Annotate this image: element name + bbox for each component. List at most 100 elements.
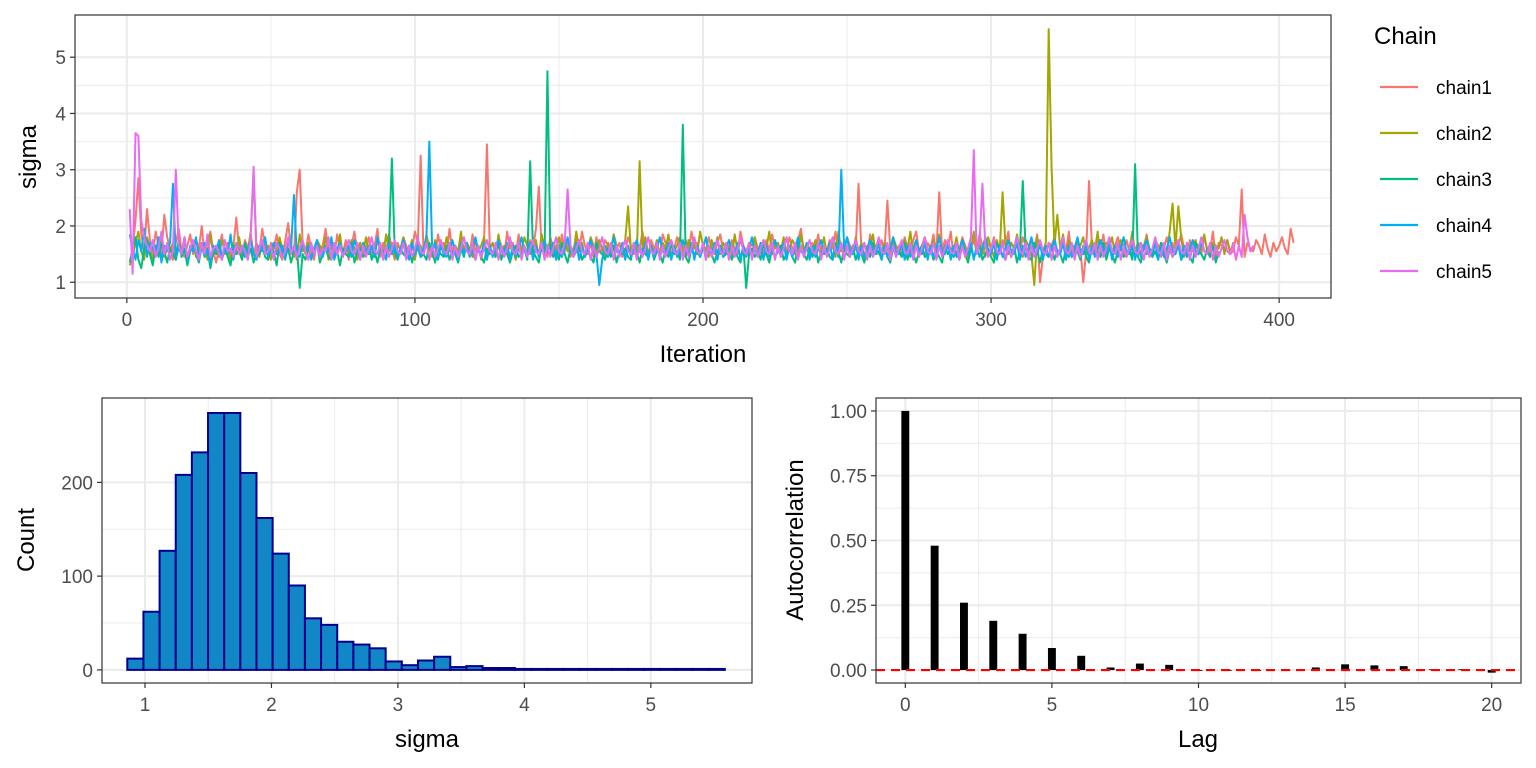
histogram-bar [287,584,306,671]
autocorrelation-y-ticks: 0.00 0.25 0.50 0.75 1.00 [830,402,876,682]
trace-y-ticks: 1 2 3 4 5 [55,48,75,294]
autocorrelation-bar [1106,667,1115,671]
y-tick-label: 1.00 [830,402,867,423]
histogram-bar [320,623,339,671]
histogram-bar [336,640,355,671]
x-tick-label: 5 [646,695,657,716]
histogram-bar [610,667,629,671]
x-tick-label: 2 [266,695,277,716]
trace-x-axis-title: Iteration [660,341,747,368]
x-tick-label: 20 [1481,695,1502,716]
histogram-panel: 1 2 3 4 5 0 100 200 sigma Count [13,397,753,753]
y-tick-label: 0.50 [830,532,867,553]
legend-item-chain5: chain5 [1380,262,1492,283]
autocorrelation-panel: 0 5 10 15 20 0.00 0.25 0.50 0.75 1.00 Lag Autoco… [782,397,1522,753]
chain-legend: Chain chain1 chain2 chain3 chain4 chain5 [1374,23,1492,283]
histogram-bar [513,667,533,671]
histogram-bar [303,617,323,671]
trace-line-chain5 [128,132,1255,275]
autocorrelation-x-axis-title: Lag [1178,726,1218,753]
autocorrelation-bar [1165,664,1174,671]
autocorrelation-x-ticks: 0 5 10 15 20 [900,683,1502,716]
histogram-bar [659,667,678,671]
histogram-bar [271,552,290,671]
histogram-bar [691,667,710,671]
x-tick-label: 3 [393,695,404,716]
autocorrelation-bar [959,602,968,671]
histogram-bars [126,412,726,671]
histogram-bar [255,517,274,671]
histogram-y-ticks: 0 100 200 [61,473,102,682]
histogram-bar [481,667,500,671]
trace-y-axis-title: sigma [15,124,42,189]
autocorrelation-bar [1077,655,1086,671]
legend-title: Chain [1374,23,1437,50]
legend-label-chain2: chain2 [1436,124,1492,145]
histogram-bar [449,666,468,671]
legend-label-chain4: chain4 [1436,216,1492,237]
histogram-y-axis-title: Count [13,508,40,572]
histogram-bar [207,412,226,671]
autocorrelation-bar [989,620,998,671]
x-tick-label: 5 [1047,695,1058,716]
legend-label-chain5: chain5 [1436,262,1492,283]
x-tick-label: 4 [519,695,530,716]
histogram-bar [400,664,419,671]
legend-items: chain1 chain2 chain3 chain4 chain5 [1380,78,1492,283]
y-tick-label: 0 [82,661,93,682]
autocorrelation-bar [1047,648,1056,671]
x-tick-label: 400 [1263,310,1295,331]
histogram-bar [126,657,145,671]
histogram-bar [384,660,403,671]
legend-item-chain4: chain4 [1380,216,1492,237]
autocorrelation-bar [901,410,910,671]
histogram-bar [190,451,210,671]
legend-item-chain1: chain1 [1380,78,1492,99]
histogram-bar [352,643,371,671]
histogram-bar [223,412,242,671]
autocorrelation-bar [1018,633,1027,671]
y-tick-label: 5 [55,48,66,69]
x-tick-label: 10 [1188,695,1209,716]
y-tick-label: 200 [61,473,93,494]
x-tick-label: 1 [140,695,151,716]
histogram-bar [142,610,161,671]
autocorrelation-bar [1135,663,1144,671]
x-tick-label: 200 [687,310,719,331]
histogram-bar [368,647,387,671]
x-tick-label: 300 [975,310,1007,331]
autocorrelation-bar [1341,664,1350,671]
y-tick-label: 100 [61,567,93,588]
histogram-bar [497,667,516,671]
autocorrelation-y-axis-title: Autocorrelation [782,459,809,620]
histogram-bar [158,549,177,671]
y-tick-label: 2 [55,217,66,238]
y-tick-label: 4 [55,104,66,125]
trace-plot-panel: 0 100 200 300 400 1 2 3 4 5 Iteration sigma [15,14,1332,368]
legend-label-chain3: chain3 [1436,170,1492,191]
y-tick-label: 0.75 [830,467,867,488]
y-tick-label: 0.00 [830,661,867,682]
autocorrelation-bar [1370,665,1379,671]
y-tick-label: 0.25 [830,596,867,617]
histogram-bar [433,655,452,671]
legend-label-chain1: chain1 [1436,78,1492,99]
histogram-bar [594,667,613,671]
histogram-bar [562,667,581,671]
legend-item-chain3: chain3 [1380,170,1492,191]
histogram-bar [416,659,436,671]
histogram-bar [675,667,694,671]
y-tick-label: 3 [55,161,66,182]
histogram-bar [546,667,565,671]
histogram-bar [239,472,258,671]
histogram-bar [578,667,597,671]
legend-item-chain2: chain2 [1380,124,1492,145]
y-tick-label: 1 [55,273,66,294]
histogram-panel-border [101,397,753,684]
x-tick-label: 100 [399,310,431,331]
autocorrelation-bar [930,545,939,671]
trace-lines [128,28,1295,289]
x-tick-label: 15 [1335,695,1356,716]
x-tick-label: 0 [900,695,911,716]
